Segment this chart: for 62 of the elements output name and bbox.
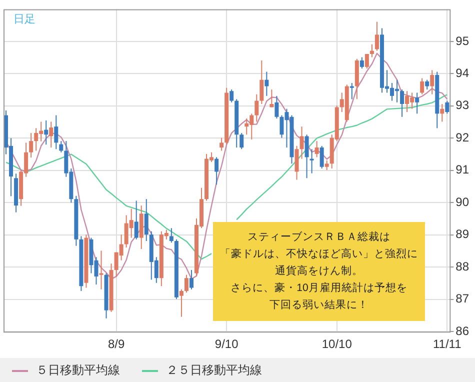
annotation: スティーブンスＲＢＡ総裁は: [248, 230, 390, 245]
candlestick: [29, 132, 34, 158]
candlestick: [324, 160, 329, 171]
annotation: さらに、豪・10月雇用統計は予想を: [230, 281, 408, 296]
candlestick: [49, 121, 54, 148]
candlestick: [59, 140, 64, 153]
candlestick: [400, 88, 404, 118]
candlestick: [300, 126, 304, 160]
y-tick-label: 93: [456, 98, 470, 112]
candlestick: [254, 94, 259, 122]
x-tick-label: 8/9: [108, 337, 125, 352]
candlestick: [294, 145, 299, 180]
candlestick: [214, 156, 219, 186]
candlestick: [144, 198, 148, 242]
x-tick-label: 11/11: [433, 337, 462, 352]
legend-label: ５日移動平均線: [35, 362, 120, 379]
candlestick: [360, 56, 364, 70]
candlestick: [425, 79, 430, 90]
candlestick: [430, 70, 434, 95]
x-tick-label: 9/10: [214, 337, 239, 352]
candlestick: [99, 250, 104, 290]
annotation: 通貨高をけん制。: [275, 264, 363, 279]
candlestick: [264, 71, 269, 96]
candlestick: [260, 60, 264, 104]
y-tick-label: 89: [456, 227, 470, 242]
legend-label: ２５日移動平均線: [165, 362, 262, 379]
candlestick: [320, 145, 324, 169]
x-tick-label: 10/10: [322, 337, 352, 352]
candlestick: [304, 134, 309, 179]
y-tick-label: 86: [456, 324, 470, 338]
y-tick-label: 88: [456, 259, 470, 274]
candlestick: [364, 54, 369, 70]
candlestick: [374, 21, 379, 52]
candlestick: [445, 100, 450, 114]
candlestick: [189, 270, 194, 290]
y-tick-label: 91: [456, 162, 470, 177]
y-tick-label: 95: [456, 34, 470, 48]
candlestick: [415, 92, 420, 114]
candlestick: [370, 44, 374, 58]
candlestick: [270, 88, 274, 108]
candlestick: [274, 95, 279, 119]
candlestick: [220, 137, 224, 152]
candlestick: [240, 132, 244, 150]
y-tick-label: 87: [456, 292, 470, 306]
candlestick: [310, 148, 314, 174]
candlestick: [169, 228, 174, 244]
y-tick-label: 92: [456, 130, 470, 144]
candlestick: [314, 140, 319, 158]
candlestick: [440, 103, 444, 122]
y-tick-label: 90: [456, 194, 470, 209]
annotation: 下回る弱い結果に！: [270, 298, 368, 313]
y-tick-label: 94: [456, 66, 470, 80]
annotation: 「豪ドルは、不快なほど高い」と強烈に: [220, 247, 418, 262]
candlestick: [350, 82, 354, 100]
candlestick: [54, 114, 58, 150]
candlestick: [420, 78, 424, 95]
chart-title: 日足: [14, 12, 36, 26]
candlestick: [179, 288, 184, 318]
candlestick: [184, 274, 188, 294]
candlestick: [230, 88, 234, 103]
candlestick: [44, 120, 48, 146]
candlestick: [134, 200, 138, 240]
